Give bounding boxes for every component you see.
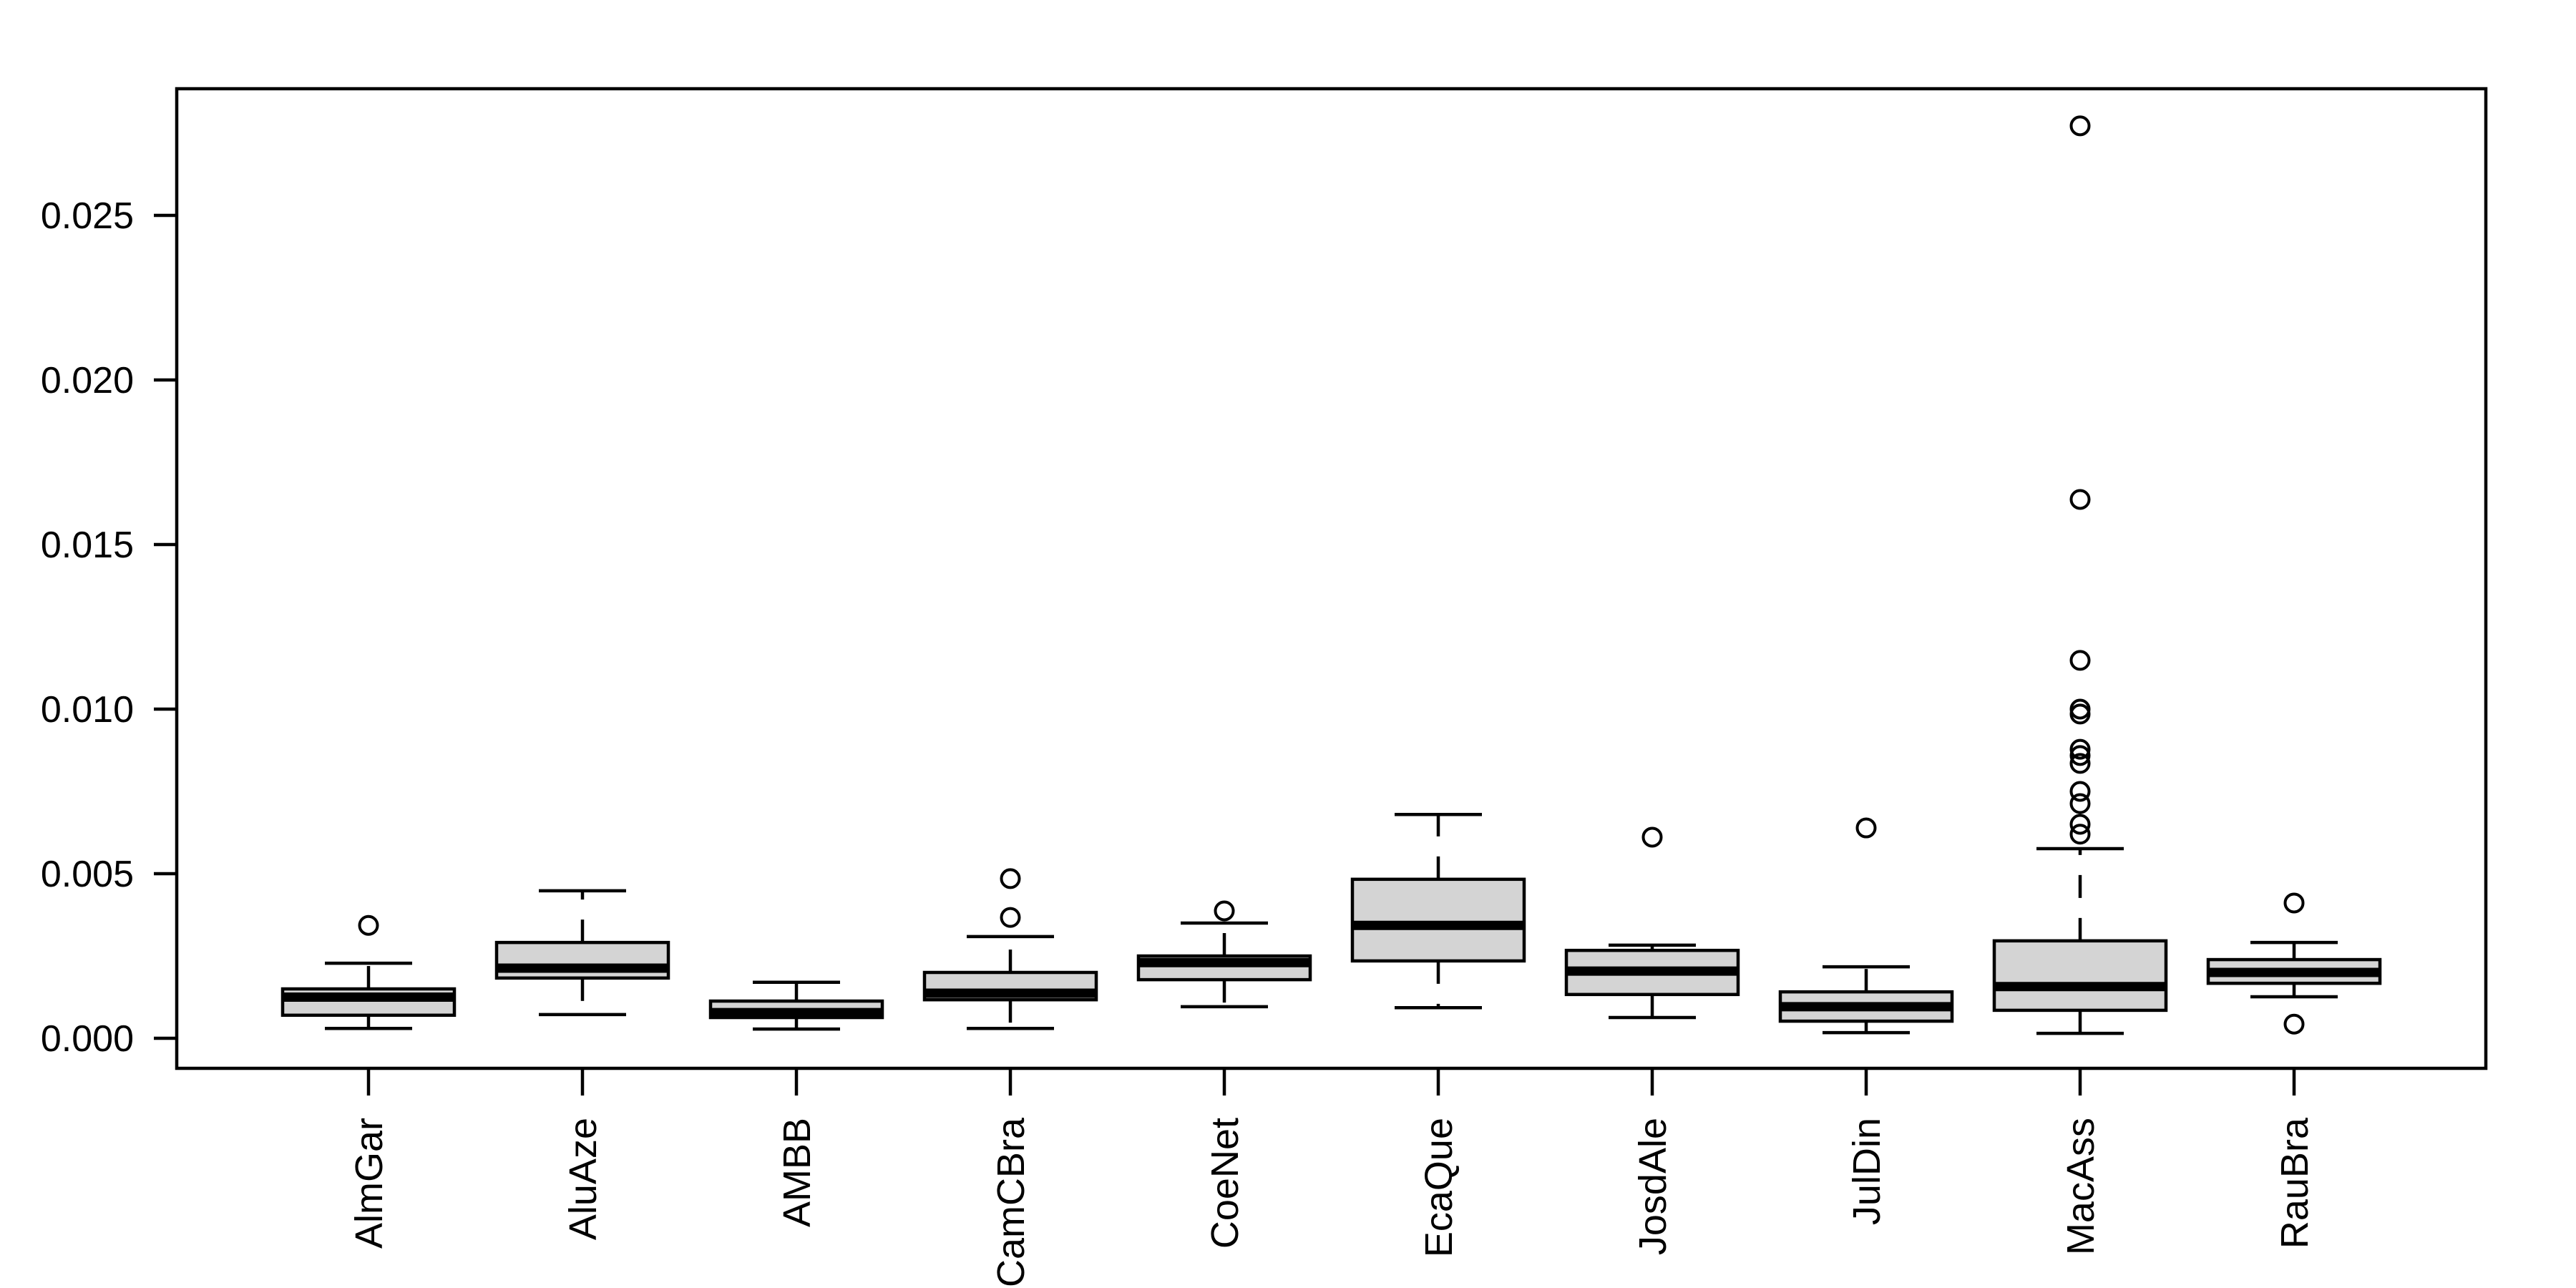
outlier-point — [2069, 650, 2091, 671]
x-axis-category-label: MacAss — [2059, 1118, 2102, 1255]
outlier-point — [1641, 826, 1663, 848]
outlier-point — [1214, 900, 1235, 922]
y-axis-tick-label: 0.020 — [41, 360, 134, 401]
x-axis-category-label: CoeNet — [1204, 1118, 1246, 1249]
outlier-point — [2283, 1013, 2305, 1035]
outlier-point — [2069, 814, 2091, 835]
outlier-point — [1855, 817, 1877, 839]
iqr-box — [1992, 939, 2168, 1013]
x-axis-category-label: AMBB — [776, 1118, 819, 1227]
y-axis-tick-label: 0.005 — [41, 854, 134, 895]
plot-frame — [175, 87, 2488, 1070]
outlier-point — [358, 914, 379, 936]
outlier-point — [2069, 824, 2091, 845]
outlier-point — [2069, 745, 2091, 766]
outlier-point — [2069, 489, 2091, 510]
plot-layer: 0.000 0.005 0.010 0.015 0.020 0.025 AlmGar AluA… — [41, 87, 2488, 1287]
outlier-point — [1000, 907, 1021, 928]
outlier-point — [2069, 793, 2091, 814]
y-axis-tick-label: 0.025 — [41, 195, 134, 237]
x-axis-category-label: EcaQue — [1418, 1118, 1460, 1257]
x-axis-category-label: AlmGar — [348, 1118, 391, 1249]
outlier-point — [2069, 753, 2091, 774]
iqr-box — [1350, 877, 1526, 963]
x-axis-category-label: AluAze — [562, 1118, 605, 1240]
y-axis-tick-label: 0.010 — [41, 689, 134, 731]
outlier-point — [2069, 738, 2091, 760]
outlier-point — [1000, 868, 1021, 889]
outlier-point — [2069, 781, 2091, 802]
outlier-point — [2069, 698, 2091, 720]
outlier-point — [2283, 892, 2305, 914]
x-axis-category-label: RauBra — [2273, 1117, 2316, 1249]
x-axis-category-label: JulDin — [1845, 1118, 1888, 1225]
outlier-point — [2069, 115, 2091, 137]
x-axis-category-label: JosdAle — [1631, 1118, 1674, 1255]
y-axis-tick-label: 0.000 — [41, 1018, 134, 1060]
y-axis-tick-label: 0.015 — [41, 525, 134, 566]
x-axis-category-label: CamCBra — [990, 1117, 1033, 1287]
